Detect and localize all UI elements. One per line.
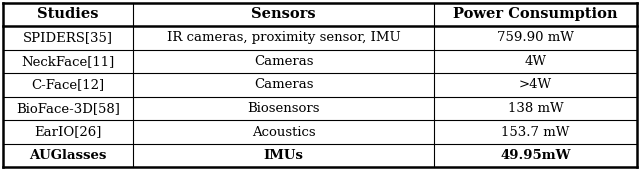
Text: Cameras: Cameras	[254, 79, 314, 91]
Text: 138 mW: 138 mW	[508, 102, 563, 115]
Text: >4W: >4W	[519, 79, 552, 91]
Text: EarIO[26]: EarIO[26]	[35, 126, 102, 139]
Text: 153.7 mW: 153.7 mW	[501, 126, 570, 139]
Text: SPIDERS[35]: SPIDERS[35]	[23, 31, 113, 44]
Text: BioFace-3D[58]: BioFace-3D[58]	[16, 102, 120, 115]
Text: Power Consumption: Power Consumption	[453, 7, 618, 21]
Text: Studies: Studies	[37, 7, 99, 21]
Text: 49.95mW: 49.95mW	[500, 149, 571, 162]
Text: IR cameras, proximity sensor, IMU: IR cameras, proximity sensor, IMU	[166, 31, 401, 44]
Text: Cameras: Cameras	[254, 55, 314, 68]
Text: AUGlasses: AUGlasses	[29, 149, 107, 162]
Text: Acoustics: Acoustics	[252, 126, 316, 139]
Text: 4W: 4W	[524, 55, 547, 68]
Text: IMUs: IMUs	[264, 149, 303, 162]
Text: Sensors: Sensors	[252, 7, 316, 21]
Text: Biosensors: Biosensors	[247, 102, 320, 115]
Text: NeckFace[11]: NeckFace[11]	[22, 55, 115, 68]
Text: 759.90 mW: 759.90 mW	[497, 31, 574, 44]
Text: C-Face[12]: C-Face[12]	[31, 79, 105, 91]
